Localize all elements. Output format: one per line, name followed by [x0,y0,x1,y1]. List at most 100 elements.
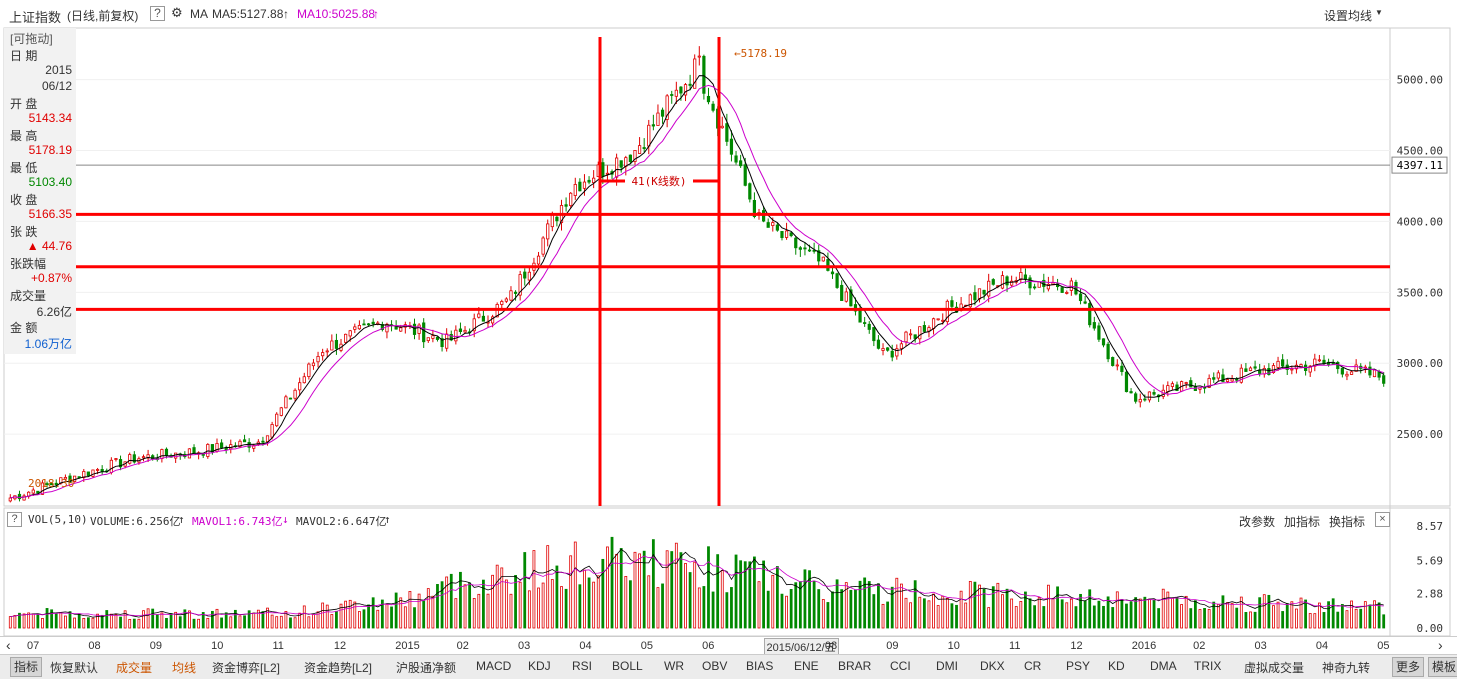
volume-bar [647,575,651,629]
low-label: 最 低 [10,161,38,175]
volume-bar [275,616,279,629]
indicator-tab[interactable]: 指标 [10,657,43,677]
volume-bar [527,590,531,629]
indicator-tab[interactable]: 虚拟成交量 [1244,661,1305,675]
volume-bar [142,610,145,629]
span-count-label: 41(K线数) [631,174,686,188]
candle-body [187,448,192,459]
volume-bar [197,618,201,629]
swap-indicator-button[interactable]: 换指标 [1329,515,1366,529]
candle-body [647,124,651,147]
candle-body [913,334,917,339]
indicator-tab[interactable]: 更多 [1392,657,1425,677]
ma-settings-button[interactable]: 设置均线 [1324,9,1373,23]
indicator-tab[interactable]: OBV [702,659,728,673]
indicator-tab[interactable]: DKX [980,659,1005,673]
candle-body [1060,287,1064,293]
candle-body [40,482,45,495]
indicator-tab[interactable]: BOLL [612,659,643,673]
quote-info-panel[interactable]: [可拖动] 日 期 2015 06/12 开 盘 5143.34 最 高 517… [4,28,76,354]
help-button[interactable]: ? [150,6,165,21]
volume-bar [256,609,260,629]
volume-bar [1290,601,1294,629]
candle-body [835,273,839,288]
volume-bar [348,599,352,629]
volume-bar [353,601,357,629]
indicator-tab[interactable]: ENE [794,659,819,673]
candle-body [973,292,977,301]
kline-chart[interactable]: 5000.00 4500.00 4000.00 3500.00 3000.00 2500.… [0,0,1457,654]
indicator-tab[interactable]: WR [664,659,684,673]
volume-bar [1079,593,1082,629]
candle-body [546,223,550,240]
edit-params-button[interactable]: 改参数 [1239,515,1276,529]
volume-bar [13,615,17,629]
volume-bar [1382,614,1386,629]
volume-bar [858,580,862,629]
indicator-tab[interactable]: 神奇九转 [1322,661,1371,675]
volume-bar [380,599,384,629]
candle-body [670,94,674,96]
indicator-tab[interactable]: 资金趋势[L2] [304,661,373,675]
indicator-tab[interactable]: KDJ [528,659,551,673]
gear-icon[interactable]: ⚙ [171,5,183,20]
indicator-tab[interactable]: DMA [1150,659,1177,673]
candle-body [734,155,738,163]
volume-bar [8,616,12,629]
volume-bar [1230,603,1234,629]
candle-body [748,183,752,200]
volume-bar [1249,611,1252,629]
indicator-tab[interactable]: MACD [476,659,512,673]
indicator-tab[interactable]: BIAS [746,659,774,673]
add-indicator-button[interactable]: 加指标 [1284,515,1321,529]
volume-bar [1304,599,1308,629]
indicator-tab[interactable]: 均线 [172,661,197,675]
indicator-tab[interactable]: 成交量 [116,661,153,675]
candle-body [840,284,844,301]
indicator-tab[interactable]: CCI [890,659,911,673]
volume-bar [725,592,729,629]
indicator-tab[interactable]: 资金博弈[L2] [212,661,281,675]
candle-body [968,294,972,308]
indicator-tab[interactable]: DMI [936,659,958,673]
volume-help-button[interactable]: ? [7,512,22,527]
volume-bar [945,597,949,629]
volume-bar [973,581,977,629]
indicator-tab[interactable]: PSY [1066,659,1091,673]
volume-bar [188,610,191,629]
indicator-tab[interactable]: CR [1024,659,1042,673]
indicator-tab[interactable]: 模板 [1428,657,1457,677]
candle-body [578,181,582,192]
candle-body [982,289,986,295]
volume-bar [408,591,412,629]
indicator-tab[interactable]: TRIX [1194,659,1222,673]
volume-bar [105,610,109,629]
volume-bar [109,613,113,629]
volume-bar [422,600,426,629]
volume-bar [472,598,476,629]
volume-bar [831,591,834,629]
indicator-tab[interactable]: 沪股通净额 [396,661,457,675]
volume-bar [36,613,40,629]
candle-body [132,454,136,463]
indicator-tab[interactable]: KD [1108,659,1125,673]
volume-bar [1322,612,1326,629]
chevron-down-icon[interactable]: ▼ [1375,8,1383,17]
scroll-right-icon[interactable]: › [1438,637,1443,653]
indicator-tab[interactable]: 恢复默认 [50,661,99,675]
volume-bar [59,611,63,629]
scroll-left-icon[interactable]: ‹ [6,637,11,653]
candle-body [656,112,660,126]
volume-bar [665,550,669,629]
candle-body [844,291,848,302]
drag-hint[interactable]: [可拖动] [10,32,53,46]
volume-bar [1033,605,1037,629]
indicator-tab[interactable]: BRAR [838,659,872,673]
candle-body [82,471,86,478]
candle-body [1253,366,1257,369]
close-icon[interactable]: × [1375,512,1390,527]
date-label: 日 期 [10,49,38,63]
date-axis[interactable]: 07 08 09 10 11 12 2015 02 03 04 05 06 2015/06/12/五 08… [0,636,1457,656]
volume-bar [137,618,141,629]
indicator-tab[interactable]: RSI [572,659,593,673]
